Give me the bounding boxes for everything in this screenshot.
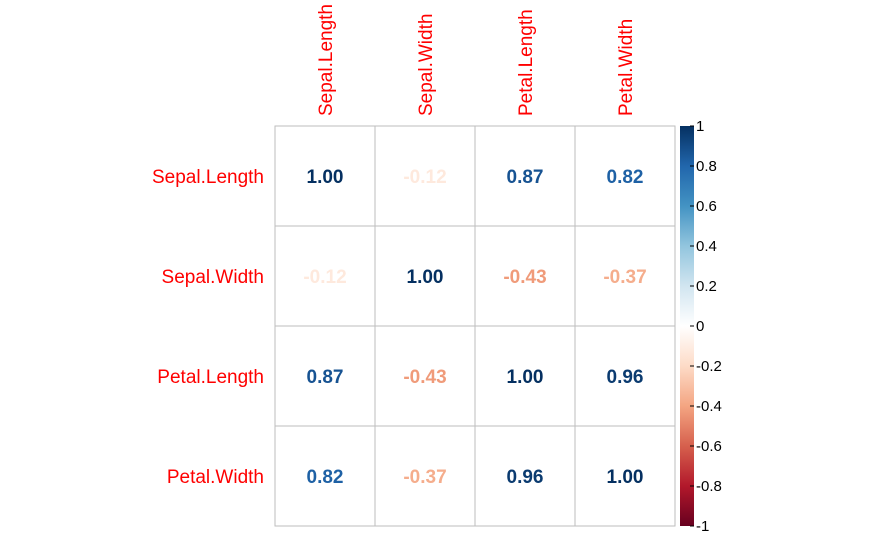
color-legend: 1 0.8 0.6 0.4 0.2 0 -0.2 -0.4 -0.6 -0.8 -1 xyxy=(680,118,722,535)
matrix-cell xyxy=(474,125,576,227)
column-label: Sepal.Length xyxy=(316,4,337,116)
row-label: Petal.Length xyxy=(157,367,264,388)
correlation-value: 0.82 xyxy=(307,467,344,488)
row-label: Sepal.Length xyxy=(152,167,264,188)
colorbar-gradient xyxy=(680,126,694,526)
correlation-value: 0.82 xyxy=(607,167,644,188)
matrix-cell xyxy=(574,225,676,327)
correlation-value: 0.96 xyxy=(507,467,544,488)
correlation-value: 1.00 xyxy=(507,367,544,388)
matrix-cell xyxy=(374,325,476,427)
correlation-value: 1.00 xyxy=(407,267,444,288)
correlation-value: -0.12 xyxy=(403,167,446,188)
column-labels: Sepal.Length Sepal.Width Petal.Length Petal… xyxy=(316,4,637,116)
matrix-cell xyxy=(374,225,476,327)
matrix-cell xyxy=(574,325,676,427)
correlation-value: -0.43 xyxy=(403,367,446,388)
matrix-cell xyxy=(374,125,476,227)
colorbar-tick-label: 0.6 xyxy=(696,198,717,215)
correlation-value: 0.96 xyxy=(607,367,644,388)
colorbar-tick-label: 0.2 xyxy=(696,278,717,295)
colorbar-tick-label: 1 xyxy=(696,118,704,135)
row-label: Sepal.Width xyxy=(162,267,264,288)
matrix-cell xyxy=(274,225,376,327)
colorbar-tick-label: 0.4 xyxy=(696,238,717,255)
colorbar-tick-label: -1 xyxy=(696,518,709,535)
colorbar-tick-label: -0.2 xyxy=(696,358,722,375)
colorbar-tick-label: 0 xyxy=(696,318,704,335)
correlation-value: -0.37 xyxy=(603,267,646,288)
column-label: Petal.Width xyxy=(616,19,637,116)
colorbar-tick-label: -0.6 xyxy=(696,438,722,455)
matrix-cell xyxy=(374,425,476,527)
matrix-cell xyxy=(574,125,676,227)
matrix-cell xyxy=(474,425,576,527)
column-label: Petal.Length xyxy=(516,9,537,116)
row-labels: Sepal.Length Sepal.Width Petal.Length Petal… xyxy=(152,167,264,488)
matrix-cell xyxy=(574,425,676,527)
correlation-value: -0.43 xyxy=(503,267,546,288)
matrix-cell xyxy=(274,425,376,527)
correlation-value: 1.00 xyxy=(307,167,344,188)
colorbar-tick-label: 0.8 xyxy=(696,158,717,175)
row-label: Petal.Width xyxy=(167,467,264,488)
correlation-value: 1.00 xyxy=(607,467,644,488)
matrix-cell xyxy=(274,125,376,227)
correlation-value: 0.87 xyxy=(307,367,344,388)
correlation-value: -0.37 xyxy=(403,467,446,488)
colorbar-tick-label: -0.8 xyxy=(696,478,722,495)
correlation-value: -0.12 xyxy=(303,267,346,288)
correlation-value: 0.87 xyxy=(507,167,544,188)
matrix-values: 1.00 -0.12 0.87 0.82 -0.12 1.00 -0.43 -0.37 0.87… xyxy=(303,167,646,488)
column-label: Sepal.Width xyxy=(416,14,437,116)
matrix-cells xyxy=(274,125,676,527)
colorbar-tick-label: -0.4 xyxy=(696,398,722,415)
